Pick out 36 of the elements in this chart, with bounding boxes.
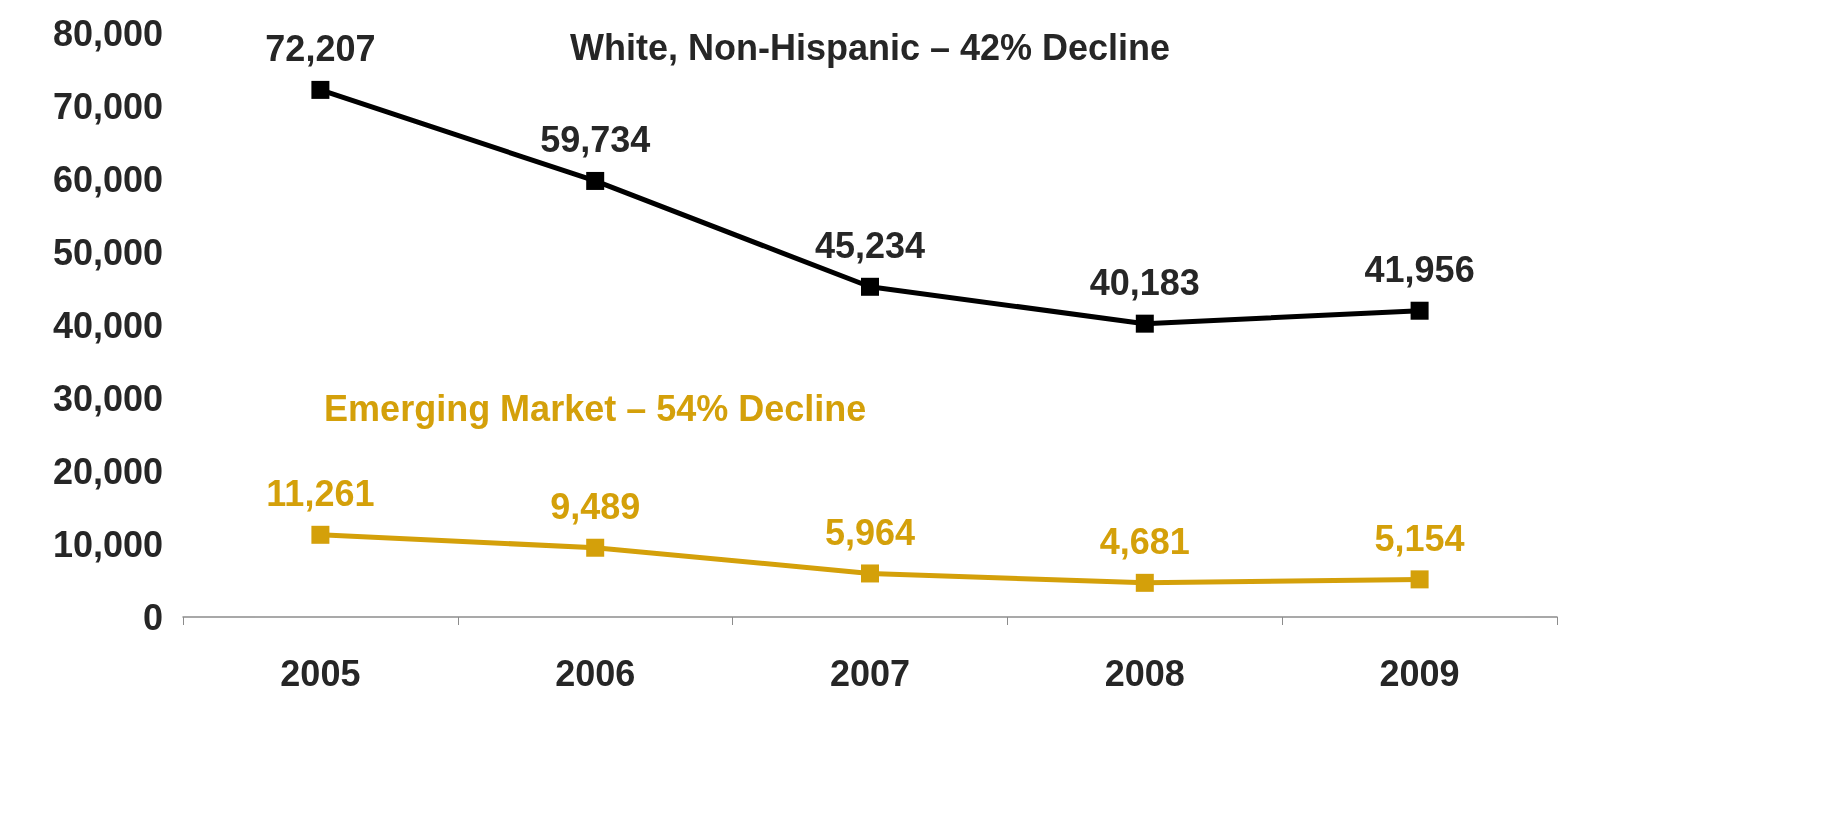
point bbox=[861, 564, 879, 583]
x-tick-label: 2009 bbox=[1379, 652, 1460, 694]
data-label: 5,154 bbox=[1374, 517, 1465, 559]
point bbox=[1135, 573, 1154, 592]
x-tick-label: 2005 bbox=[280, 652, 361, 694]
data-label: 59,734 bbox=[540, 119, 651, 161]
x-tick-label: 2008 bbox=[1104, 652, 1185, 694]
point bbox=[1135, 314, 1154, 333]
y-tick-label: 70,000 bbox=[52, 85, 163, 127]
data-label: 40,183 bbox=[1089, 262, 1200, 304]
point bbox=[586, 538, 605, 557]
point bbox=[311, 525, 330, 544]
data-label: 45,234 bbox=[814, 225, 926, 267]
data-label: 9,489 bbox=[550, 486, 641, 528]
text: White, Non-Hispanic – 42% Decline bbox=[569, 27, 1171, 69]
y-tick-label: 50,000 bbox=[52, 231, 163, 273]
data-label: 5,964 bbox=[824, 511, 916, 553]
point bbox=[1410, 301, 1429, 320]
y-tick-label: 30,000 bbox=[52, 377, 163, 419]
point bbox=[861, 277, 879, 296]
x-tick-label: 2007 bbox=[829, 652, 911, 694]
y-tick-label: 10,000 bbox=[52, 523, 163, 565]
data-label: 11,261 bbox=[266, 473, 375, 515]
data-label: 72,207 bbox=[265, 28, 376, 70]
text: Emerging Market – 54% Decline bbox=[324, 388, 867, 430]
point bbox=[1410, 570, 1429, 589]
y-tick-label: 0 bbox=[142, 596, 163, 638]
y-tick-label: 20,000 bbox=[52, 450, 163, 492]
y-tick-label: 80,000 bbox=[52, 12, 163, 54]
data-label: 41,956 bbox=[1364, 249, 1475, 291]
y-tick-label: 40,000 bbox=[52, 304, 163, 346]
y-tick-label: 60,000 bbox=[52, 158, 163, 200]
data-label: 4,681 bbox=[1099, 521, 1190, 563]
x-tick-label: 2006 bbox=[555, 652, 636, 694]
point bbox=[586, 171, 605, 190]
point bbox=[311, 80, 330, 99]
